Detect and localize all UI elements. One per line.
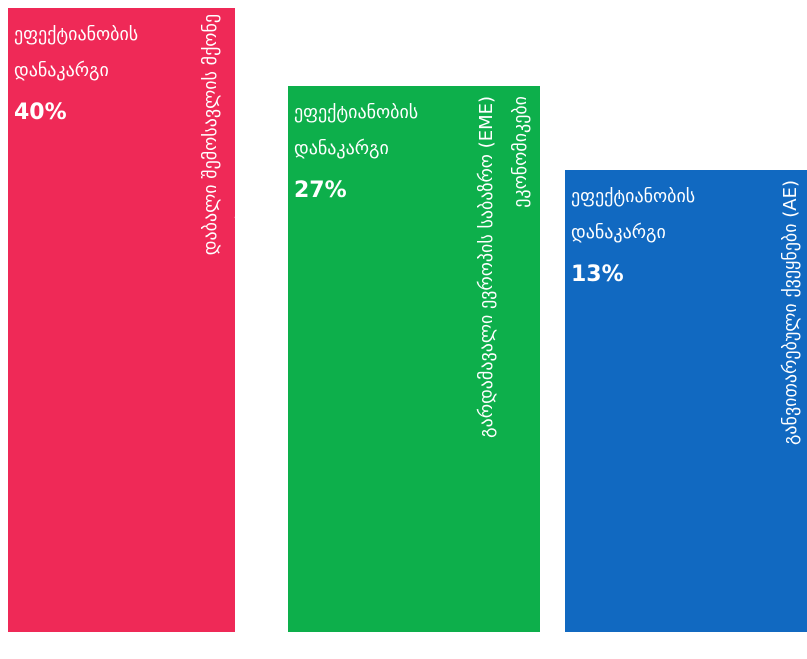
bar: ეფექტიანობის დანაკარგი 40% [8,8,235,632]
bar-text: ეფექტიანობის დანაკარგი 13% [571,182,749,290]
label: დანაკარგი [14,60,109,81]
label: ეფექტიანობის [571,186,696,207]
label: დანაკარგი [571,222,666,243]
bar: ეფექტიანობის დანაკარგი 13% [565,170,807,632]
bar-text: ეფექტიანობის დანაკარგი 27% [294,98,472,206]
bar-text: ეფექტიანობის დანაკარგი 40% [14,20,192,128]
label: ეფექტიანობის [294,102,419,123]
label: დანაკარგი [294,138,389,159]
value: 40% [14,100,67,125]
group-name: განვითარებული ქვეყნები (LIDC) [234,14,255,297]
value: 13% [571,262,624,287]
value: 27% [294,178,347,203]
bar: ეფექტიანობის დანაკარგი 27% [288,86,540,632]
label: ეფექტიანობის [14,24,139,45]
